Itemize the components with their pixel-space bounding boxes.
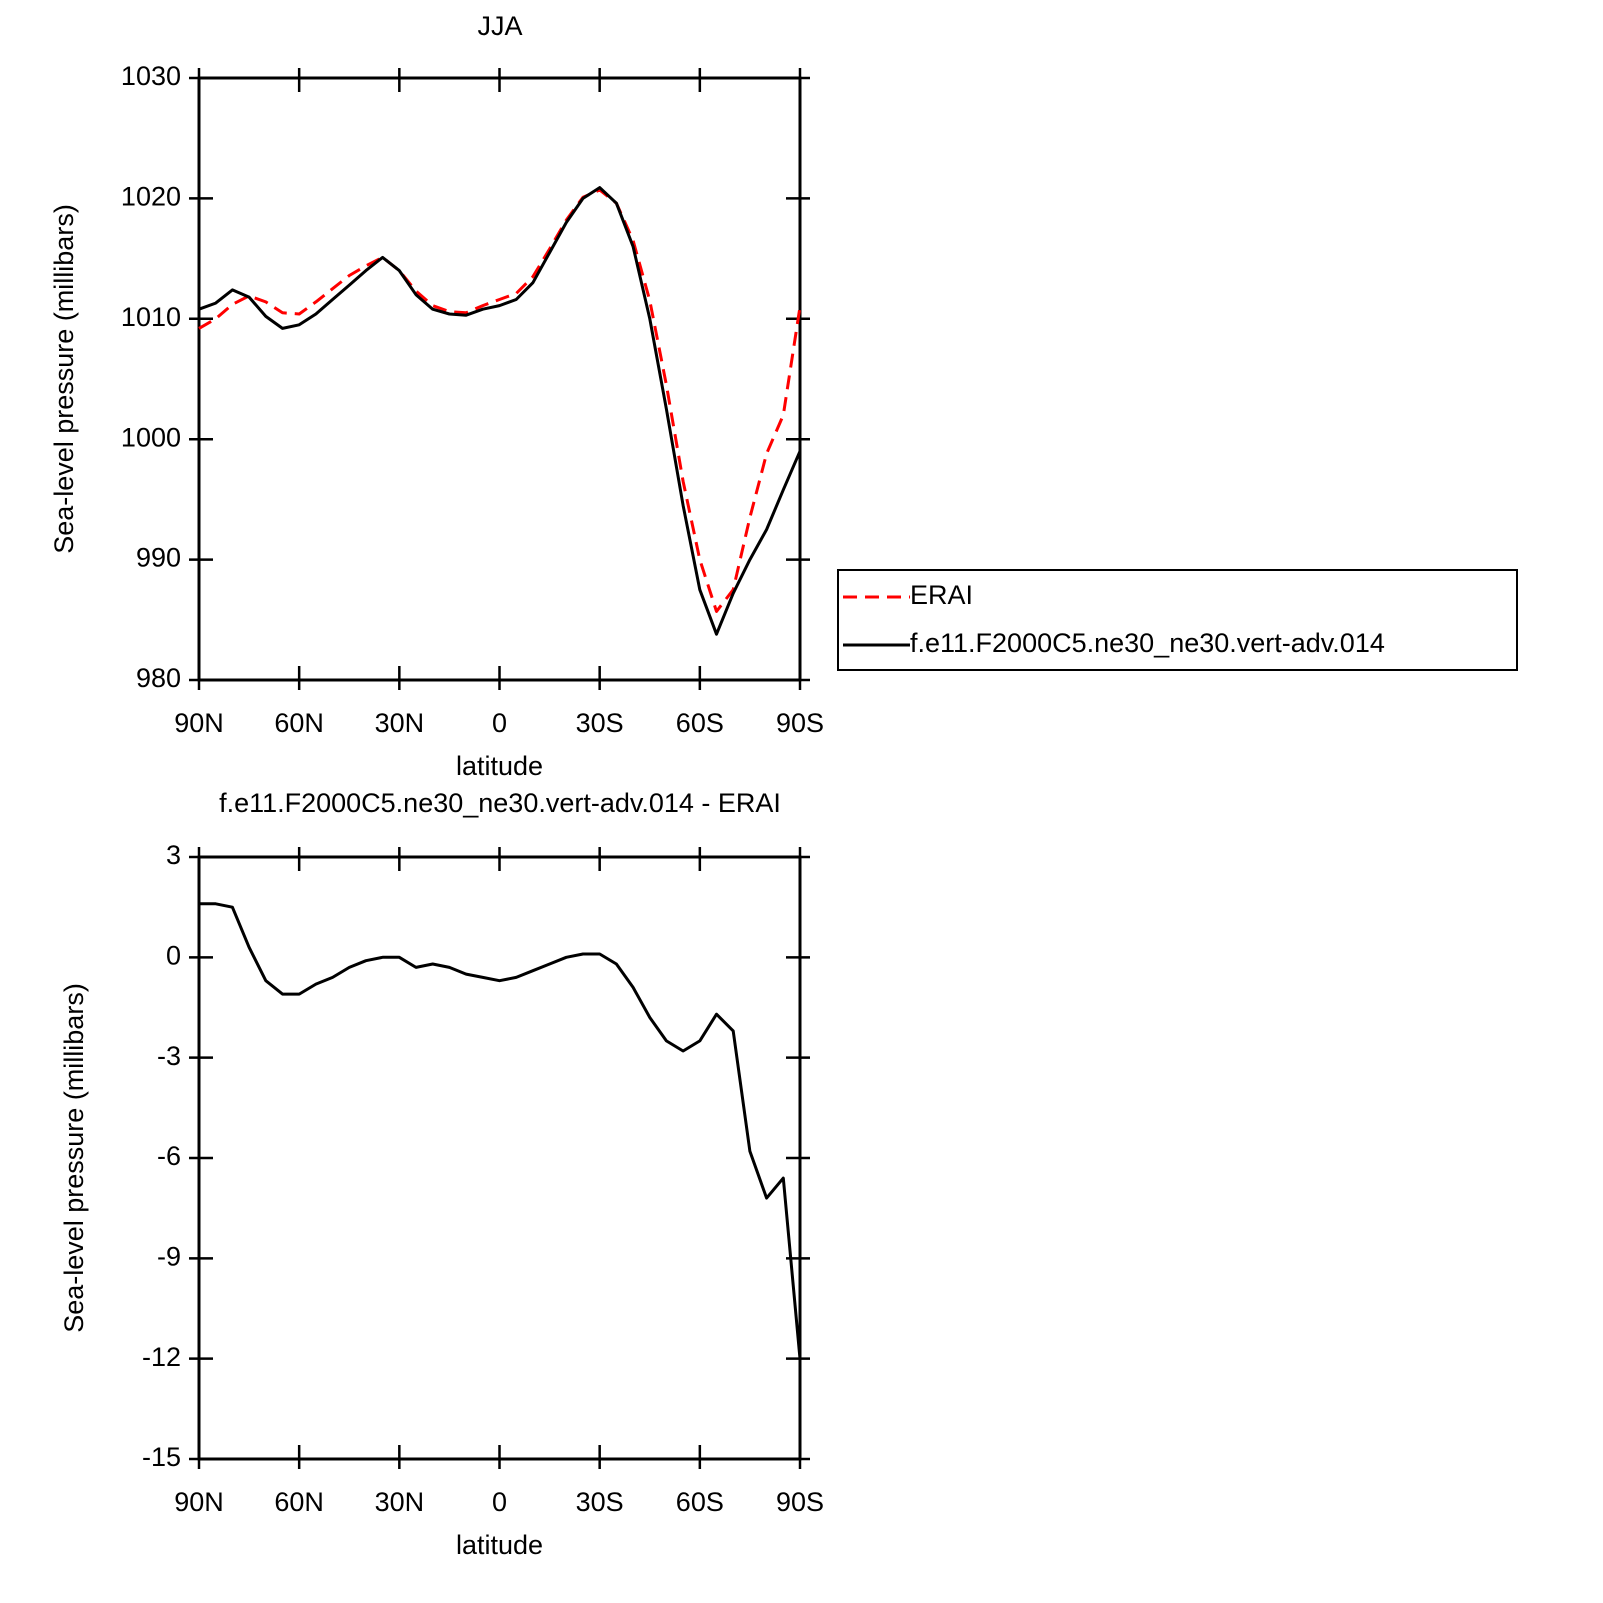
- y-tick-label: -3: [157, 1041, 181, 1071]
- chart-title: f.e11.F2000C5.ne30_ne30.vert-adv.014 - E…: [219, 788, 781, 818]
- x-tick-label: 30S: [576, 1487, 624, 1517]
- x-tick-label: 30N: [375, 708, 425, 738]
- y-tick-label: 3: [166, 840, 181, 870]
- plot-frame: [197, 855, 802, 1461]
- y-tick-label: -6: [157, 1141, 181, 1171]
- y-axis-label: Sea-level pressure (millibars): [49, 204, 79, 554]
- x-tick-label: 60S: [676, 708, 724, 738]
- x-tick-label: 90S: [776, 708, 824, 738]
- x-tick-label: 90N: [174, 1487, 224, 1517]
- x-tick-label: 60N: [274, 1487, 324, 1517]
- x-tick-label: 0: [492, 1487, 507, 1517]
- y-tick-label: -15: [142, 1442, 181, 1472]
- line-series: [198, 188, 802, 613]
- x-axis-label: latitude: [456, 751, 543, 781]
- x-tick-label: 30S: [576, 708, 624, 738]
- x-tick-label: 30N: [375, 1487, 425, 1517]
- x-tick-label: 0: [492, 708, 507, 738]
- legend: ERAI f.e11.F2000C5.ne30_ne30.vert-adv.014: [837, 569, 1518, 671]
- line-series: [199, 902, 802, 1359]
- chart-title: JJA: [477, 11, 522, 41]
- y-tick-label: -9: [157, 1241, 181, 1271]
- x-tick-label: 60N: [274, 708, 324, 738]
- x-axis-label: latitude: [456, 1530, 543, 1560]
- line-series: [198, 186, 802, 636]
- y-axis-label: Sea-level pressure (millibars): [59, 983, 89, 1333]
- y-tick-label: -12: [142, 1342, 181, 1372]
- y-tick-label: 980: [136, 663, 181, 693]
- y-tick-label: 1020: [121, 182, 181, 212]
- x-tick-label: 90N: [174, 708, 224, 738]
- y-tick-label: 0: [166, 940, 181, 970]
- y-tick-label: 990: [136, 543, 181, 573]
- y-tick-label: 1000: [121, 422, 181, 452]
- legend-label: ERAI: [910, 580, 973, 610]
- y-tick-label: 1010: [121, 302, 181, 332]
- legend-box: [837, 569, 1518, 671]
- legend-label: f.e11.F2000C5.ne30_ne30.vert-adv.014: [910, 628, 1385, 658]
- y-tick-label: 1030: [121, 61, 181, 91]
- x-tick-label: 90S: [776, 1487, 824, 1517]
- x-tick-label: 60S: [676, 1487, 724, 1517]
